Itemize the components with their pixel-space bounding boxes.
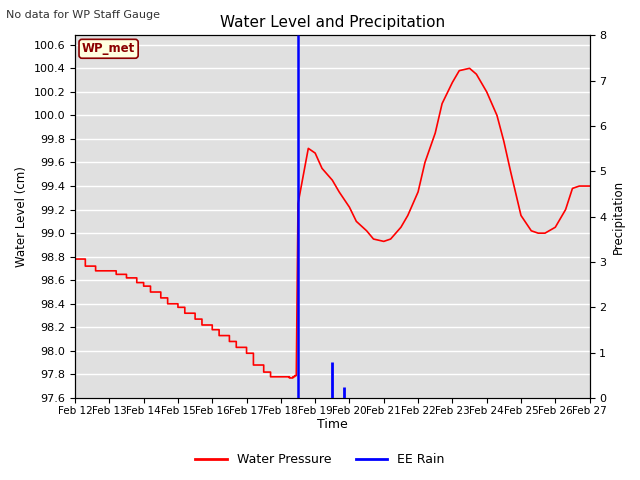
X-axis label: Time: Time	[317, 419, 348, 432]
Title: Water Level and Precipitation: Water Level and Precipitation	[220, 15, 445, 30]
Y-axis label: Precipitation: Precipitation	[612, 180, 625, 254]
Text: WP_met: WP_met	[82, 42, 135, 55]
Text: No data for WP Staff Gauge: No data for WP Staff Gauge	[6, 10, 161, 20]
Y-axis label: Water Level (cm): Water Level (cm)	[15, 166, 28, 267]
Legend: Water Pressure, EE Rain: Water Pressure, EE Rain	[190, 448, 450, 471]
